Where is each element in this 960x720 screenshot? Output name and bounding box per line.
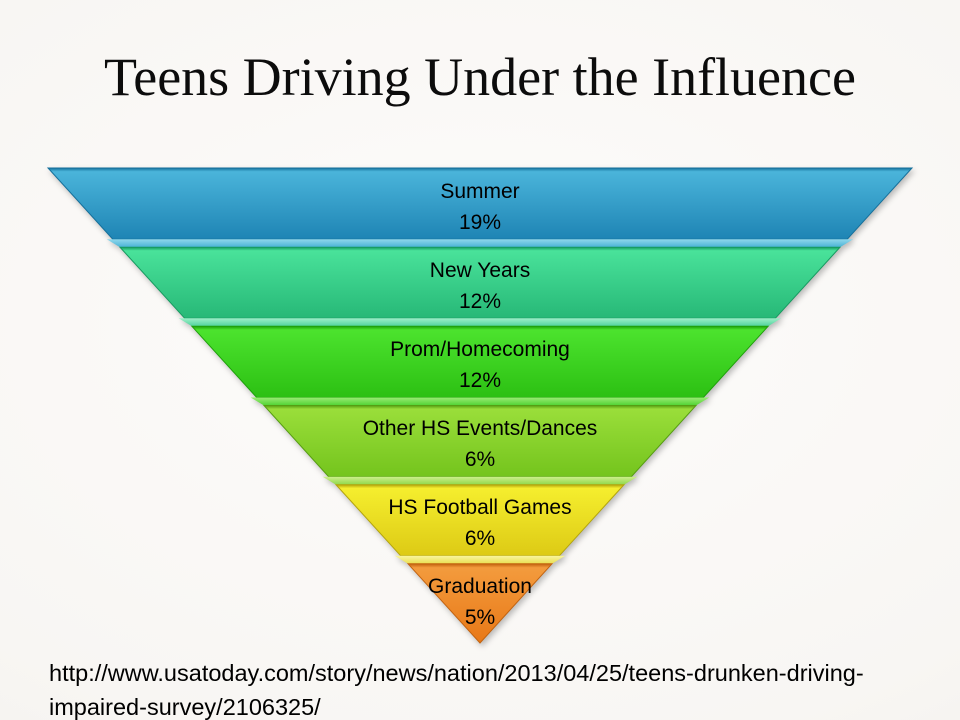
source-url-line1: http://www.usatoday.com/story/news/natio… — [49, 660, 864, 686]
funnel-segment-summer — [46, 167, 914, 248]
segment-ledge — [178, 318, 782, 327]
funnel-segment-hs-football — [334, 484, 626, 564]
segment-body — [46, 167, 914, 240]
segment-body — [334, 484, 626, 557]
funnel-segment-other-hs-events — [262, 405, 698, 485]
funnel-segment-new-years — [118, 246, 842, 327]
segment-ledge — [250, 397, 710, 406]
source-url-line2: impaired-survey/2106325/ — [49, 694, 321, 720]
segment-body — [262, 405, 698, 478]
source-url: http://www.usatoday.com/story/news/natio… — [49, 656, 864, 720]
segment-body — [406, 563, 554, 644]
funnel-segment-prom-homecoming — [190, 325, 770, 406]
segment-ledge — [106, 239, 854, 248]
funnel-segment-graduation — [406, 563, 554, 644]
segment-body — [118, 246, 842, 319]
segment-ledge — [394, 555, 566, 564]
chart-title: Teens Driving Under the Influence — [104, 47, 856, 107]
segment-body — [190, 325, 770, 398]
segment-ledge — [322, 476, 638, 485]
